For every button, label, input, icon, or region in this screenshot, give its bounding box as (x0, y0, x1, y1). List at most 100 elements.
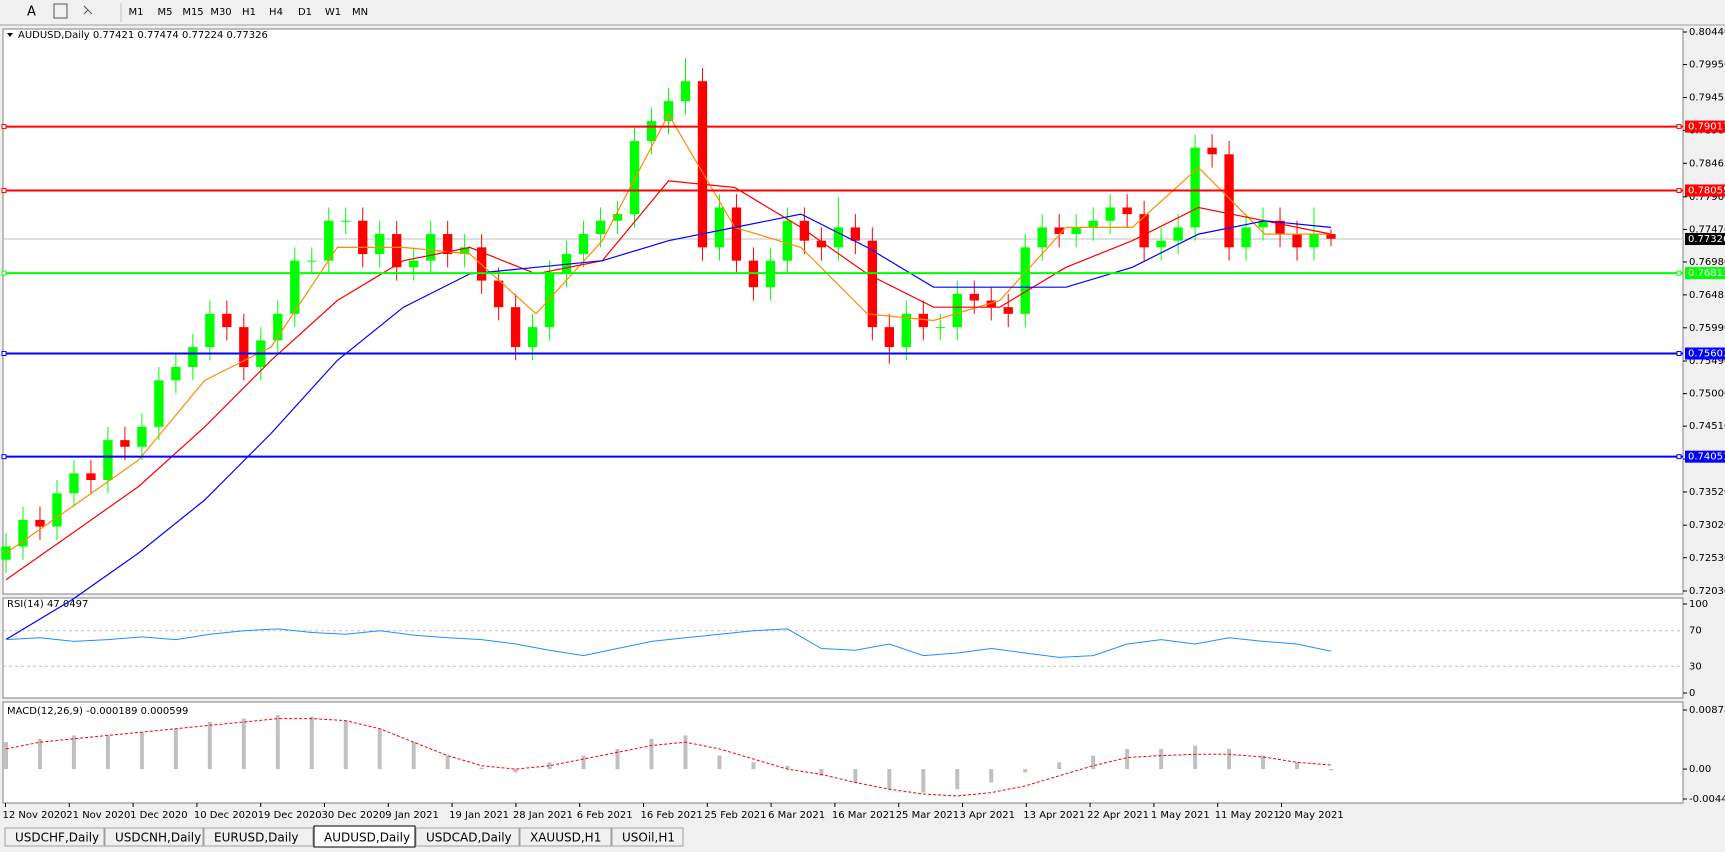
toolbar-bg (0, 0, 1725, 25)
tab-label[interactable]: USDCHF,Daily (15, 831, 99, 845)
level-handle[interactable] (1, 454, 7, 460)
macd-bar (71, 735, 76, 770)
macd-bar (1057, 762, 1062, 770)
candle-body (799, 220, 810, 241)
timeframe-button[interactable]: M5 (158, 7, 173, 18)
tab-label[interactable]: XAUUSD,H1 (530, 831, 601, 845)
level-handle[interactable] (1, 270, 7, 276)
candle-body (986, 300, 996, 308)
collapse-icon[interactable] (7, 33, 13, 37)
candle-body (646, 121, 657, 142)
tab-box[interactable] (104, 827, 204, 847)
level-handle[interactable] (1676, 454, 1682, 460)
macd-bar (955, 769, 960, 790)
level-handle[interactable] (1676, 124, 1682, 130)
timeframe-button[interactable]: H4 (269, 7, 283, 18)
rsi-area (2, 597, 1684, 699)
timeframe-button[interactable]: M1 (129, 7, 144, 18)
timeframe-button[interactable]: M30 (210, 7, 231, 18)
candle-body (493, 280, 504, 308)
timeframe-button[interactable]: M15 (182, 7, 203, 18)
macd-bar (445, 755, 450, 770)
date-label: 25 Mar 2021 (896, 810, 959, 821)
tab-box[interactable] (4, 827, 105, 847)
moving-average (5, 113, 1331, 554)
level-handle[interactable] (1, 124, 7, 130)
tab-label[interactable]: USDCNH,Daily (115, 831, 201, 845)
tab[interactable]: USDCHF,Daily (4, 827, 105, 847)
macd-bar (207, 721, 212, 770)
date-label: 21 Nov 2020 (66, 810, 130, 821)
date-label: 9 Jan 2021 (385, 810, 439, 821)
tab-box[interactable] (519, 827, 612, 847)
level-handle[interactable] (1, 188, 7, 194)
rsi-tick-label: 70 (1689, 626, 1702, 637)
candle-body (1088, 220, 1098, 228)
tab-box[interactable] (415, 827, 520, 847)
rsi-line (5, 628, 1332, 658)
candle-body (1275, 220, 1285, 235)
level-handle[interactable] (1, 351, 7, 357)
date-label: 1 Dec 2020 (130, 810, 188, 821)
tab-label[interactable]: USOil,H1 (622, 831, 675, 845)
tab-box[interactable] (611, 827, 684, 847)
tab[interactable]: EURUSD,Daily (203, 827, 314, 847)
candle-body (1309, 234, 1319, 248)
level-label: 0.78055 (1688, 186, 1725, 197)
tab[interactable]: USOil,H1 (611, 827, 684, 847)
macd-bar (649, 738, 654, 770)
timeframe-button[interactable]: W1 (325, 7, 341, 18)
date-label: 16 Mar 2021 (832, 810, 895, 821)
tab[interactable]: USDCAD,Daily (415, 827, 520, 847)
date-label: 6 Mar 2021 (768, 810, 825, 821)
timeframe-button[interactable]: D1 (298, 7, 312, 18)
rsi-tick-label: 30 (1689, 661, 1702, 672)
shapes-tool[interactable] (83, 5, 93, 15)
candle-body (680, 81, 691, 102)
tab[interactable]: USDCNH,Daily (104, 827, 204, 847)
candle-body (663, 101, 674, 122)
label-tool[interactable] (53, 3, 68, 19)
date-label: 10 Dec 2020 (194, 810, 258, 821)
candle-body (952, 293, 962, 328)
date-label: 16 Feb 2021 (641, 810, 703, 821)
text-tool[interactable]: A (27, 5, 36, 20)
timeframe-button[interactable]: MN (352, 7, 368, 18)
macd-bar (547, 762, 552, 770)
candle-body (1207, 147, 1217, 155)
level-handle[interactable] (1676, 351, 1682, 357)
candle-body (1326, 234, 1336, 239)
macd-tick-label: 0.00 (1689, 764, 1711, 775)
macd-header: MACD(12,26,9) -0.000189 0.000599 (7, 706, 188, 717)
tab-label[interactable]: AUDUSD,Daily (324, 831, 410, 845)
tab-box[interactable] (313, 825, 416, 848)
tab-label[interactable]: EURUSD,Daily (214, 831, 299, 845)
level-tag (1685, 120, 1725, 133)
candle-body (1156, 240, 1166, 248)
tab-label[interactable]: USDCAD,Daily (426, 831, 512, 845)
tab[interactable]: XAUUSD,H1 (519, 827, 612, 847)
tab-box[interactable] (203, 827, 314, 847)
level-handle[interactable] (1676, 188, 1682, 194)
level-label: 0.76813 (1688, 268, 1725, 279)
level-handle[interactable] (1676, 270, 1682, 276)
candle-body (18, 519, 28, 547)
macd-area (2, 701, 1684, 804)
candle-body (731, 207, 742, 261)
candle-body (290, 260, 300, 314)
candle-body (1105, 207, 1115, 221)
candle-body (697, 81, 708, 248)
candle-body (850, 227, 861, 241)
timeframe-button[interactable]: H1 (242, 7, 256, 18)
tab[interactable]: AUDUSD,Daily (313, 825, 416, 848)
